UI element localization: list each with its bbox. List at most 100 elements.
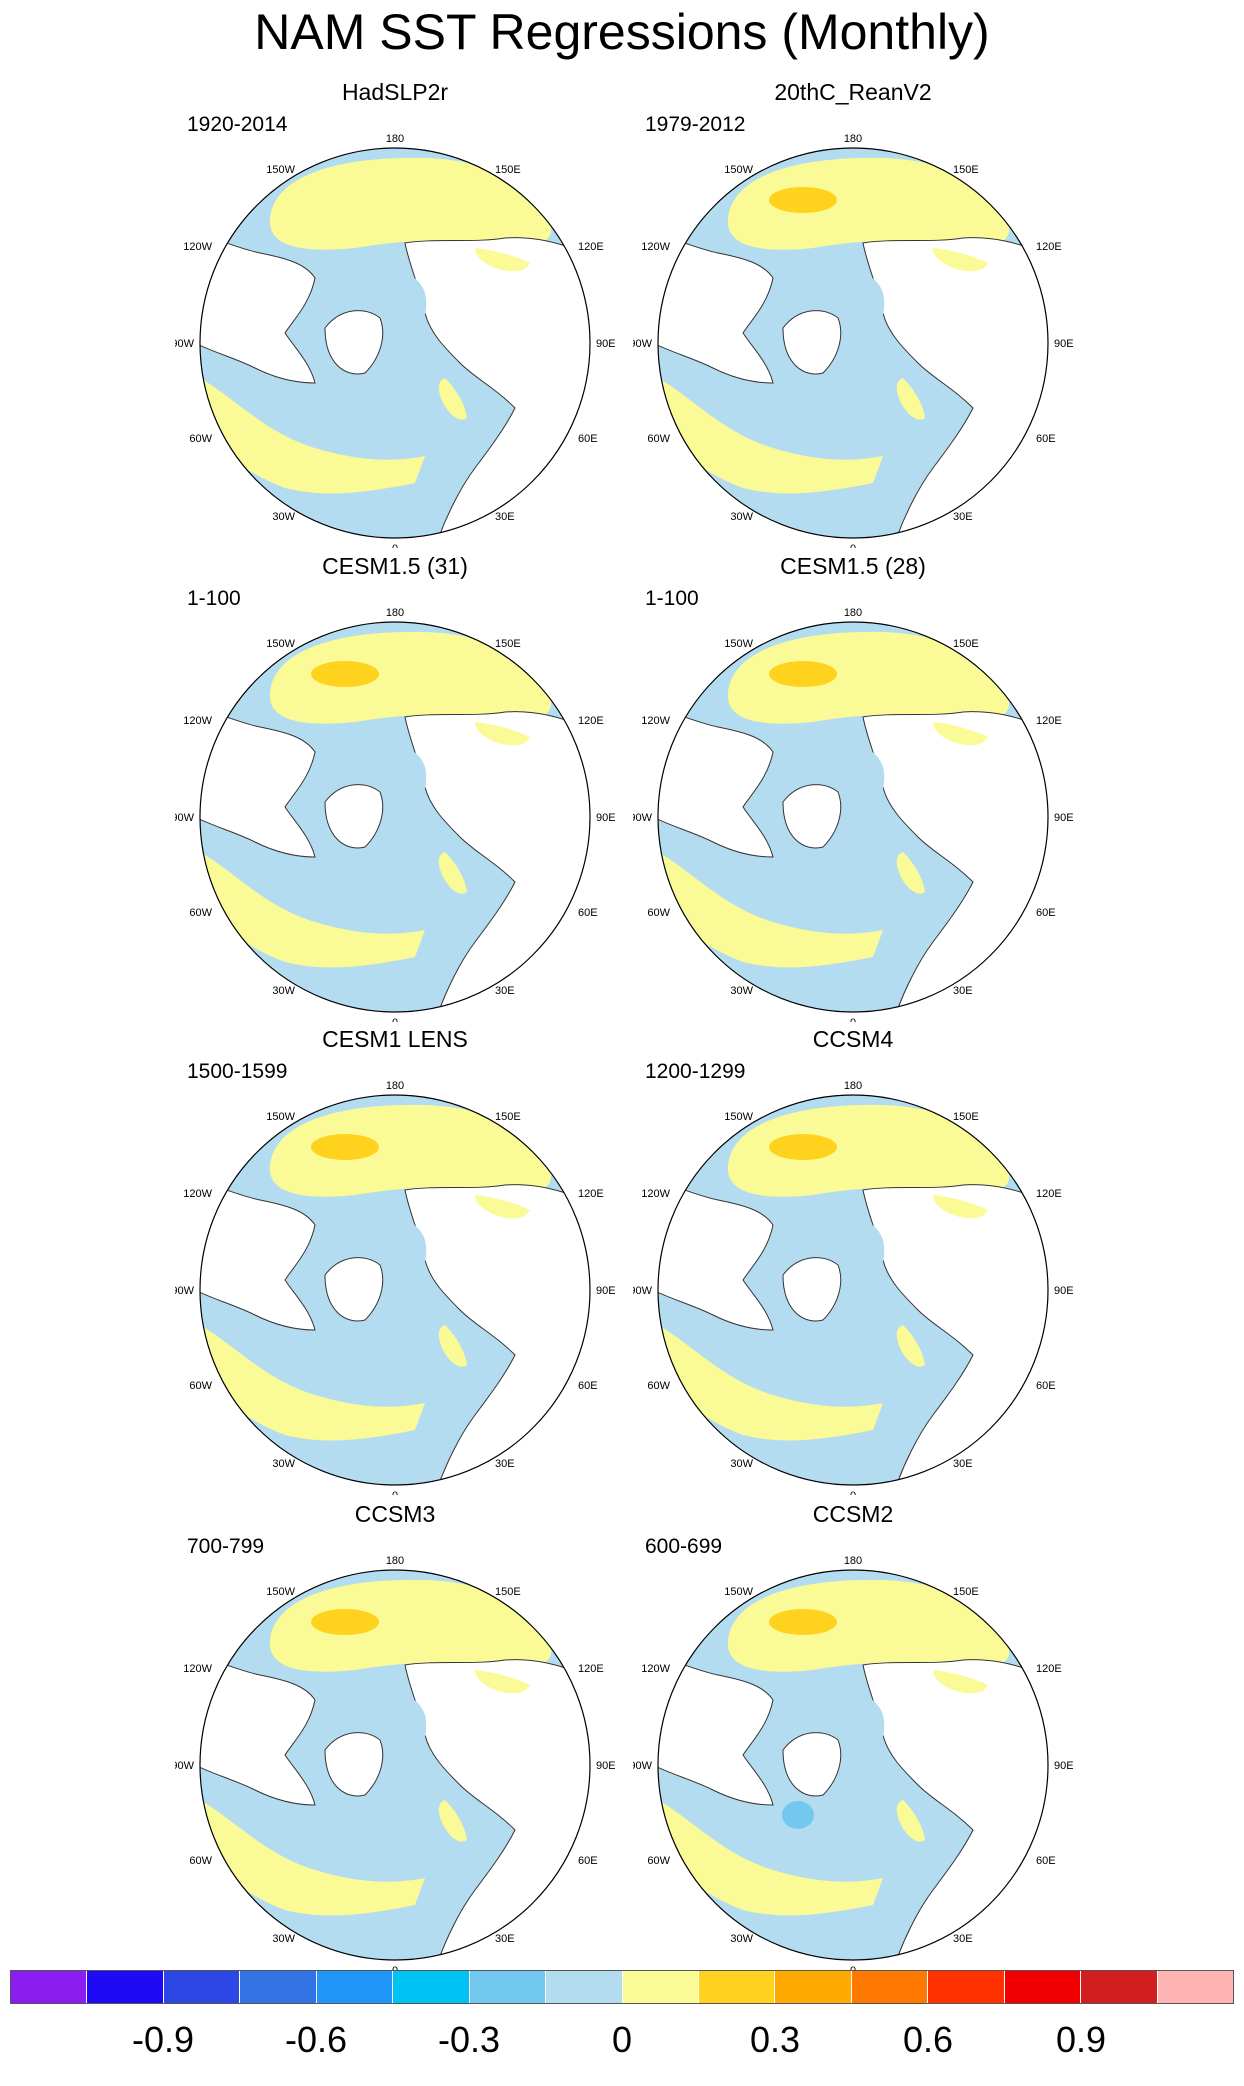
polar-map: 180 0 90W 90E 150W 120W 150E 120E 60W 30W 60E 30E: [175, 1080, 615, 1495]
atlantic-positive-band: [200, 1325, 425, 1441]
lon-label-upper_right2: 120E: [1036, 715, 1062, 727]
lon-label-right_mid: 90E: [1054, 1285, 1073, 1297]
map-panel-20thc: 180 0 90W 90E 150W 120W 150E 120E 60W 30W 60E 30E 20…: [633, 78, 1073, 548]
lon-label-lower_left2: 30W: [272, 985, 295, 997]
greenland-land: [782, 310, 842, 375]
norwegian-sea-anomaly: [438, 1800, 467, 1842]
lon-label-upper_right: 150E: [953, 1111, 979, 1123]
panel-period: 700-799: [187, 1535, 265, 1558]
lon-label-lower_left: 60W: [189, 1855, 212, 1867]
lon-label-lower_right: 60E: [578, 907, 598, 919]
lon-label-lower_right2: 30E: [953, 1933, 973, 1945]
lon-label-lower_left2: 30W: [730, 1458, 753, 1470]
lon-label-right_mid: 90E: [596, 1285, 615, 1297]
lon-label-upper_right: 150E: [495, 638, 521, 650]
lon-label-upper_right: 150E: [953, 1586, 979, 1598]
okhotsk-anomaly: [475, 1195, 530, 1219]
lon-label-upper_left2: 120W: [183, 1663, 212, 1675]
colorbar-swatch: [87, 1971, 164, 2003]
lon-label-bottom: 0: [392, 543, 398, 548]
lon-label-upper_right: 150E: [495, 164, 521, 176]
lon-label-upper_right: 150E: [495, 1111, 521, 1123]
lon-label-lower_left2: 30W: [272, 1458, 295, 1470]
lon-label-lower_left2: 30W: [272, 511, 295, 523]
polar-map: 180 0 90W 90E 150W 120W 150E 120E 60W 30W 60E 30E: [633, 607, 1073, 1022]
greenland-land: [324, 310, 384, 375]
polar-map: 180 0 90W 90E 150W 120W 150E 120E 60W 30W 60E 30E: [175, 1555, 615, 1970]
pacific-core-anomaly: [311, 661, 379, 687]
pacific-core-anomaly: [769, 1609, 837, 1635]
pacific-core-anomaly: [769, 661, 837, 687]
map-boundary: [199, 1094, 591, 1486]
okhotsk-anomaly: [933, 1195, 988, 1219]
lon-label-left_mid: 90W: [175, 1285, 195, 1297]
lon-label-upper_left: 150W: [266, 638, 295, 650]
pacific-positive-anomaly: [269, 631, 552, 724]
okhotsk-anomaly: [475, 248, 530, 272]
colorbar-swatch: [622, 1971, 699, 2003]
colorbar-swatch: [240, 1971, 317, 2003]
lon-label-lower_right2: 30E: [495, 511, 515, 523]
lon-label-lower_left: 60W: [647, 907, 670, 919]
lon-label-upper_left2: 120W: [641, 1188, 670, 1200]
colorbar: [10, 1970, 1234, 2004]
okhotsk-anomaly: [933, 1670, 988, 1694]
colorbar-tick-label: -0.9: [131, 2019, 195, 2060]
lon-label-upper_left: 150W: [724, 1111, 753, 1123]
lon-label-upper_right2: 120E: [1036, 241, 1062, 253]
lon-label-upper_left: 150W: [724, 164, 753, 176]
greenland-land: [324, 784, 384, 849]
map-boundary: [199, 621, 591, 1013]
lon-label-lower_right2: 30E: [953, 1458, 973, 1470]
pacific-core-anomaly: [311, 1134, 379, 1160]
lon-label-lower_right: 60E: [578, 1380, 598, 1392]
pacific-core-anomaly: [769, 1134, 837, 1160]
lon-label-top: 180: [386, 1555, 404, 1567]
pacific-core-anomaly: [769, 187, 837, 213]
map-boundary: [657, 147, 1049, 539]
panel-title: CESM1 LENS: [322, 1026, 468, 1052]
map-boundary: [657, 621, 1049, 1013]
panel-title: CESM1.5 (28): [780, 553, 926, 579]
map-boundary: [199, 1569, 591, 1961]
colorbar-swatch: [316, 1971, 394, 2003]
pacific-positive-anomaly: [727, 631, 1010, 724]
panel-title: CCSM2: [812, 1501, 894, 1527]
map-panel-ccsm4: 180 0 90W 90E 150W 120W 150E 120E 60W 30W 60E 30E CC…: [633, 1025, 1073, 1495]
colorbar-tick-label: 0.3: [749, 2019, 801, 2060]
polar-map: 180 0 90W 90E 150W 120W 150E 120E 60W 30W 60E 30E: [633, 133, 1073, 548]
greenland-land: [324, 1732, 384, 1797]
panel-period: 1500-1599: [187, 1060, 288, 1083]
pacific-positive-anomaly: [269, 1579, 552, 1672]
lon-label-upper_right: 150E: [495, 1586, 521, 1598]
pacific-positive-anomaly: [727, 1579, 1010, 1672]
map-boundary: [657, 1094, 1049, 1486]
colorbar-swatch: [775, 1971, 852, 2003]
lon-label-bottom: 0: [392, 1017, 398, 1022]
lon-label-top: 180: [844, 607, 862, 619]
lon-label-left_mid: 90W: [175, 338, 195, 350]
atlantic-positive-band: [658, 1325, 883, 1441]
lon-label-lower_left2: 30W: [730, 1933, 753, 1945]
panel-title: CCSM4: [812, 1026, 894, 1052]
colorbar-swatch: [469, 1971, 547, 2003]
arctic-ocean: [382, 1220, 427, 1290]
colorbar-tick-label: 0.9: [1055, 2019, 1107, 2060]
colorbar-swatch: [851, 1971, 929, 2003]
lon-label-upper_left2: 120W: [641, 715, 670, 727]
lon-label-lower_right: 60E: [578, 1855, 598, 1867]
colorbar-swatch: [1157, 1971, 1233, 2003]
map-panel-ccsm2: 180 0 90W 90E 150W 120W 150E 120E 60W 30W 60E 30E CC…: [633, 1500, 1073, 1970]
lon-label-right_mid: 90E: [1054, 812, 1073, 824]
lon-label-upper_right2: 120E: [1036, 1663, 1062, 1675]
lon-label-lower_left: 60W: [189, 907, 212, 919]
map-panel-hadslp2r: 180 0 90W 90E 150W 120W 150E 120E 60W 30W 60E 30E Ha…: [175, 78, 615, 548]
lon-label-upper_right: 150E: [953, 164, 979, 176]
lon-label-top: 180: [844, 1555, 862, 1567]
lon-label-lower_left: 60W: [189, 433, 212, 445]
panel-period: 600-699: [645, 1535, 723, 1558]
colorbar-tick-label: 0.6: [902, 2019, 954, 2060]
pacific-positive-anomaly: [269, 1104, 552, 1197]
lon-label-upper_right2: 120E: [578, 715, 604, 727]
arctic-ocean: [840, 747, 885, 817]
